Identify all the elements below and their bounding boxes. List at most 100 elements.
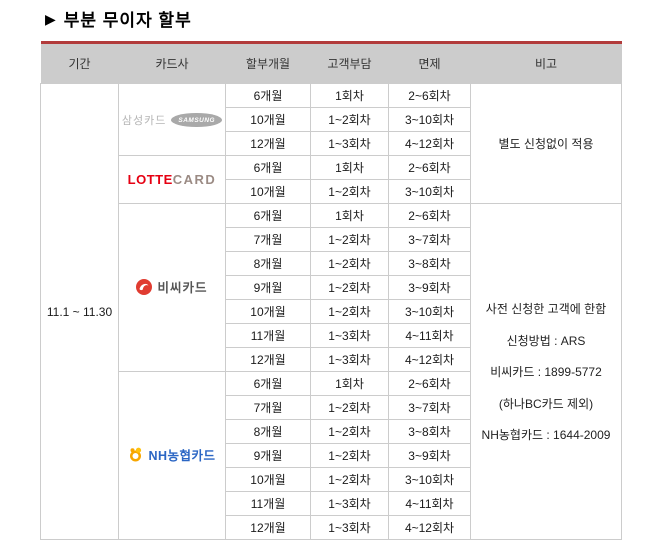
installment-months-cell: 11개월 [225,323,311,348]
customer-burden-cell: 1~3회차 [310,347,389,372]
customer-burden-cell: 1~2회차 [310,251,389,276]
header-card-company: 카드사 [118,42,226,84]
remark-line: 신청방법 : ARS [506,333,586,348]
table-body: 11.1 ~ 11.30 삼성카드 SAMSUNG 6개월 1회차 2~6회차 … [40,83,622,540]
remark-cell-no-application: 별도 신청없이 적용 [470,83,622,204]
installment-months-cell: 8개월 [225,251,311,276]
table-row: 7개월 1~2회차 3~7회차 [41,227,622,252]
customer-burden-cell: 1~3회차 [310,515,389,540]
lotte-logo-wrap: LOTTECARD [128,172,217,187]
lotte-card-logo: LOTTECARD [118,155,226,204]
installment-months-cell: 8개월 [225,419,311,444]
samsung-card-logo: 삼성카드 SAMSUNG [118,83,226,156]
customer-burden-cell: 1회차 [310,83,389,108]
table-row: 10개월 1~2회차 3~10회차 [41,467,622,492]
header-period: 기간 [40,42,119,84]
samsung-logo-wrap: 삼성카드 SAMSUNG [121,112,223,128]
exemption-cell: 3~9회차 [388,275,471,300]
page-title: 부분 무이자 할부 [63,11,192,30]
bc-card-label: 비씨카드 [157,281,208,296]
exemption-cell: 2~6회차 [388,203,471,228]
customer-burden-cell: 1~2회차 [310,395,389,420]
customer-burden-cell: 1~2회차 [310,299,389,324]
table-row: 12개월 1~3회차 4~12회차 [41,515,622,540]
table-row: 11.1 ~ 11.30 삼성카드 SAMSUNG 6개월 1회차 2~6회차 … [40,83,622,540]
installment-months-cell: 10개월 [225,107,311,132]
remark-line: (하나BC카드 제외) [498,396,594,411]
exemption-cell: 4~11회차 [388,323,471,348]
bc-logo-icon [136,278,153,295]
table-row: 10개월 1~2회차 3~10회차 [41,299,622,324]
customer-burden-cell: 1~3회차 [310,491,389,516]
exemption-cell: 3~7회차 [388,227,471,252]
title-arrow-icon: ▶ [45,10,56,27]
page-title-row: ▶ 부분 무이자 할부 [40,6,670,31]
installment-months-cell: 10개월 [225,467,311,492]
table-row: 8개월 1~2회차 3~8회차 [41,419,622,444]
installment-months-cell: 7개월 [225,395,311,420]
table-row: NH농협카드 6개월 1회차 2~6회차 [41,371,622,540]
installment-months-cell: 12개월 [225,347,311,372]
customer-burden-cell: 1~2회차 [310,179,389,204]
exemption-cell: 3~8회차 [388,419,471,444]
installment-months-cell: 10개월 [225,179,311,204]
bc-card-logo: 비씨카드 [118,203,226,372]
remark-line: 사전 신청한 고객에 한함 [485,302,607,316]
remark-cell-pre-application: 사전 신청한 고객에 한함 신청방법 : ARS 비씨카드 : 1899-577… [470,203,622,540]
installment-months-cell: 7개월 [225,227,311,252]
installment-months-cell: 6개월 [225,203,311,228]
table-row: 12개월 1~3회차 4~12회차 [41,347,622,372]
installment-months-cell: 10개월 [225,299,311,324]
exemption-cell: 4~12회차 [388,347,471,372]
table-row: 12개월 1~3회차 4~12회차 [41,131,622,156]
customer-burden-cell: 1~2회차 [310,275,389,300]
exemption-cell: 3~9회차 [388,443,471,468]
exemption-cell: 3~10회차 [388,107,471,132]
table-row: 9개월 1~2회차 3~9회차 [41,275,622,300]
installment-months-cell: 6개월 [225,83,311,108]
remark-line: NH농협카드 : 1644-2009 [481,428,611,442]
installment-months-cell: 11개월 [225,491,311,516]
nh-logo-wrap: NH농협카드 [128,445,215,464]
samsung-card-label: 삼성카드 [121,114,167,127]
table-row: 7개월 1~2회차 3~7회차 [41,395,622,420]
customer-burden-cell: 1~3회차 [310,323,389,348]
period-cell: 11.1 ~ 11.30 [40,83,119,540]
exemption-cell: 2~6회차 [388,83,471,108]
installment-months-cell: 12개월 [225,515,311,540]
exemption-cell: 4~12회차 [388,131,471,156]
nh-logo-icon [130,447,142,462]
table-row: 10개월 1~2회차 3~10회차 [41,179,622,204]
table-row: 10개월 1~2회차 3~10회차 [41,107,622,132]
installment-months-cell: 9개월 [225,275,311,300]
nh-card-logo: NH농협카드 [118,371,226,540]
header-remarks: 비고 [470,42,622,84]
lotte-wordmark: LOTTE [127,172,173,187]
exemption-cell: 2~6회차 [388,371,471,396]
header-row: 기간 카드사 할부개월 고객부담 면제 비고 [40,42,622,84]
exemption-cell: 3~8회차 [388,251,471,276]
exemption-cell: 3~7회차 [388,395,471,420]
exemption-cell: 4~12회차 [388,515,471,540]
customer-burden-cell: 1~2회차 [310,227,389,252]
remark-line: 별도 신청없이 적용 [498,137,594,151]
exemption-cell: 2~6회차 [388,155,471,180]
installment-months-cell: 6개월 [225,371,311,396]
bc-logo-wrap: 비씨카드 [136,277,207,296]
installment-table: 기간 카드사 할부개월 고객부담 면제 비고 11.1 ~ 11.30 삼성카드… [40,41,622,540]
installment-months-cell: 9개월 [225,443,311,468]
table-row: 비씨카드 6개월 1회차 2~6회차 사전 신청한 고객에 한함 신청방법 : … [41,203,622,540]
exemption-cell: 3~10회차 [388,467,471,492]
table-row: 9개월 1~2회차 3~9회차 [41,443,622,468]
header-installment-months: 할부개월 [225,42,311,84]
installment-months-cell: 6개월 [225,155,311,180]
table-row: 8개월 1~2회차 3~8회차 [41,251,622,276]
header-customer-burden: 고객부담 [310,42,389,84]
customer-burden-cell: 1~2회차 [310,467,389,492]
table-row: 11개월 1~3회차 4~11회차 [41,323,622,348]
table-header: 기간 카드사 할부개월 고객부담 면제 비고 [40,42,622,84]
exemption-cell: 4~11회차 [388,491,471,516]
exemption-cell: 3~10회차 [388,179,471,204]
customer-burden-cell: 1~2회차 [310,419,389,444]
